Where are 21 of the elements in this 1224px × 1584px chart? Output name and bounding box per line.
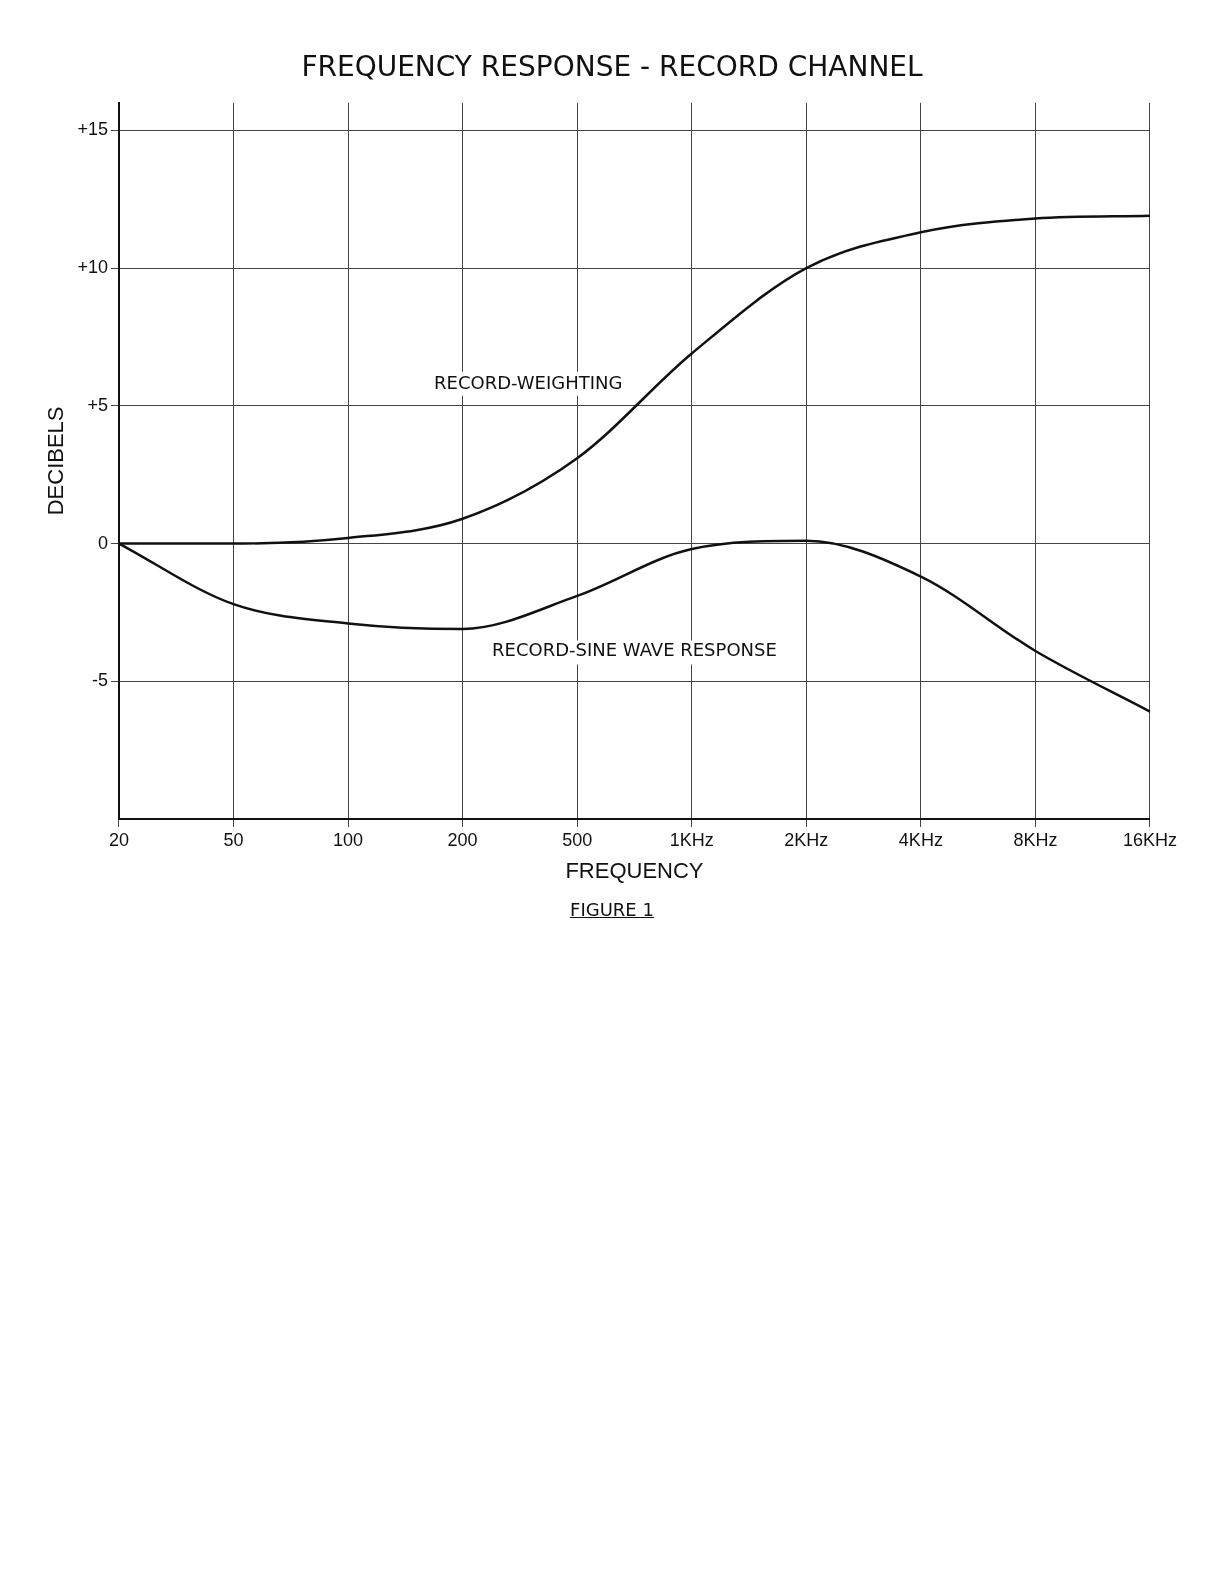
x-tick-label: 1KHz	[669, 829, 714, 850]
x-tick-label: 50	[223, 829, 244, 850]
y-tick-label: +5	[87, 394, 108, 415]
series-label: RECORD-WEIGHTING	[434, 372, 623, 394]
series-label: RECORD-SINE WAVE RESPONSE	[492, 639, 777, 661]
y-axis-title: DECIBELS	[43, 406, 69, 516]
x-tick-label: 4KHz	[898, 829, 943, 850]
x-tick-label: 2KHz	[784, 829, 829, 850]
x-tick-label: 200	[447, 829, 478, 850]
x-tick-label: 500	[562, 829, 593, 850]
y-tick-label: +15	[77, 119, 108, 140]
x-axis-title: FREQUENCY	[565, 857, 704, 883]
x-tick-label: 8KHz	[1013, 829, 1058, 850]
y-tick-label: -5	[91, 670, 108, 691]
x-tick-label: 20	[108, 829, 129, 850]
y-tick-label: 0	[97, 532, 108, 553]
x-tick-label: 16KHz	[1122, 829, 1177, 850]
x-tick-label: 100	[333, 829, 364, 850]
y-tick-label: +10	[77, 257, 108, 278]
chart-title: FREQUENCY RESPONSE - RECORD CHANNEL	[300, 50, 924, 83]
caption: FIGURE 1	[569, 899, 655, 920]
